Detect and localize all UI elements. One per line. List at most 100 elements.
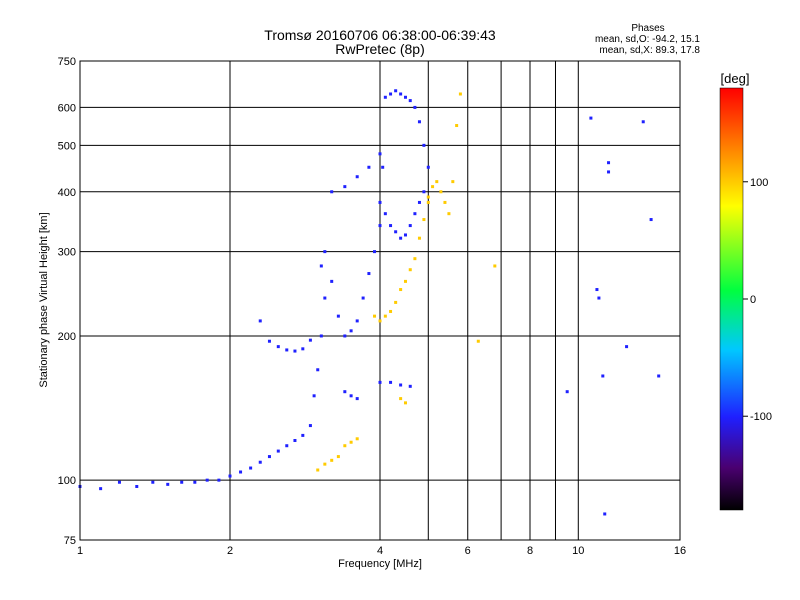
x-tick-label-16: 16	[674, 545, 686, 557]
point-O-2-12	[361, 296, 365, 300]
point-O-1-4	[293, 349, 297, 353]
y-tick-label-600: 600	[58, 102, 76, 114]
y-tick-label-300: 300	[58, 247, 76, 259]
point-O-4-10	[422, 143, 426, 147]
point-O-5-1	[389, 224, 393, 228]
colorbar-tick-label--100: -100	[750, 411, 772, 423]
x-tick-label-1: 1	[77, 545, 83, 557]
point-O-8-11	[657, 374, 661, 378]
point-O-1-3	[285, 348, 289, 352]
point-O-4-2	[383, 95, 387, 99]
point-O-5-8	[422, 190, 426, 194]
point-O-2-8	[336, 314, 340, 318]
point-O-1-0	[258, 319, 262, 323]
point-O-2-3	[319, 334, 323, 338]
point-O-4-0	[378, 200, 382, 204]
point-X-2-9	[417, 236, 421, 240]
colorbar-tick-label-0: 0	[750, 294, 756, 306]
x-tick-label-8: 8	[527, 545, 533, 557]
point-O-5-3	[399, 236, 403, 240]
point-O-4-5	[399, 92, 403, 96]
point-O-2-11	[355, 319, 359, 323]
point-O-3-0	[330, 190, 334, 194]
point-O-8-2	[607, 170, 611, 174]
point-O-8-9	[641, 120, 645, 124]
point-O-0-5	[166, 482, 170, 486]
point-X-2-11	[426, 200, 430, 204]
point-O-5-0	[383, 212, 387, 216]
point-O-5-4	[403, 233, 407, 237]
x-tick-label-6: 6	[465, 545, 471, 557]
x-tick-label-2: 2	[227, 545, 233, 557]
point-O-3-1	[343, 185, 347, 189]
point-O-0-13	[258, 460, 262, 464]
point-X-2-8	[413, 257, 417, 261]
plot-frame	[79, 60, 681, 541]
y-tick-label-400: 400	[58, 187, 76, 199]
point-O-0-7	[193, 480, 197, 484]
point-O-6-1	[389, 380, 393, 384]
colorbar-label: [deg]	[721, 71, 750, 86]
point-X-2-10	[422, 218, 426, 222]
point-O-2-5	[319, 264, 323, 268]
x-tick-label-4: 4	[377, 545, 383, 557]
phase-stats-title: Phases	[631, 23, 664, 34]
colorbar-ticks: 100 0 -100	[743, 177, 772, 423]
x-axis-ticks: 1 2 4 6 8 10 16	[77, 545, 686, 557]
point-O-5-2	[394, 230, 398, 234]
point-O-6-3	[408, 384, 412, 388]
point-O-4-3	[389, 92, 393, 96]
point-X-3-4	[443, 200, 447, 204]
point-O-2-2	[316, 368, 320, 372]
point-O-6-0	[378, 380, 382, 384]
point-O-1-1	[267, 339, 271, 343]
data-points	[78, 89, 661, 516]
point-O-6-2	[399, 383, 403, 387]
point-O-4-8	[413, 105, 417, 109]
point-O-2-14	[373, 250, 377, 254]
point-O-2-9	[343, 334, 347, 338]
point-X-2-7	[408, 268, 412, 272]
point-X-2-3	[389, 309, 393, 313]
point-X-4-1	[403, 401, 407, 405]
point-O-4-7	[408, 99, 412, 103]
point-X-4-0	[399, 397, 403, 401]
point-O-3-4	[378, 152, 382, 156]
point-O-0-3	[135, 484, 139, 488]
y-tick-label-750: 750	[58, 56, 76, 68]
point-O-5-7	[417, 200, 421, 204]
point-O-4-1	[381, 165, 385, 169]
point-O-8-4	[597, 296, 601, 300]
point-O-4-9	[417, 120, 421, 124]
phase-stats-o: mean, sd,O: -94.2, 15.1	[595, 34, 700, 45]
point-X-1-1	[349, 440, 353, 444]
point-O-2-1	[312, 394, 316, 398]
point-O-8-10	[649, 218, 653, 222]
y-tick-label-500: 500	[58, 140, 76, 152]
point-X-5-1	[493, 264, 497, 268]
point-X-2-5	[399, 288, 403, 292]
point-X-3-1	[431, 185, 435, 189]
point-X-0-0	[316, 468, 320, 472]
phase-stats-x: mean, sd,X: 89.3, 17.8	[599, 45, 700, 56]
point-X-3-0	[426, 195, 430, 199]
point-X-0-1	[323, 462, 327, 466]
point-X-0-2	[330, 458, 334, 462]
point-X-2-2	[383, 314, 387, 318]
point-O-2-15	[378, 224, 382, 228]
point-X-0-3	[336, 455, 340, 459]
point-O-7-2	[355, 397, 359, 401]
point-X-2-4	[394, 300, 398, 304]
y-tick-label-200: 200	[58, 331, 76, 343]
point-O-3-3	[367, 165, 371, 169]
point-O-8-7	[607, 161, 611, 165]
point-X-1-0	[343, 444, 347, 448]
point-O-2-6	[323, 250, 327, 254]
point-O-0-14	[267, 455, 271, 459]
point-O-0-6	[180, 480, 184, 484]
point-O-0-16	[285, 444, 289, 448]
point-O-8-3	[595, 288, 599, 292]
point-O-0-11	[239, 470, 243, 474]
